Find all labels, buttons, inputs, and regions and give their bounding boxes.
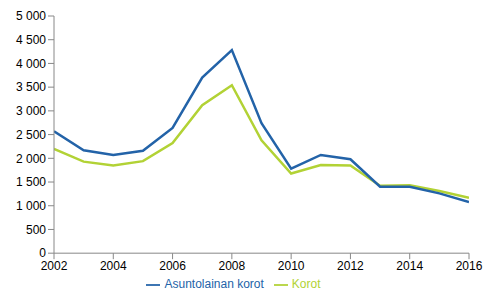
svg-text:5 000: 5 000 xyxy=(16,9,46,23)
svg-text:0: 0 xyxy=(39,246,46,260)
svg-text:2 000: 2 000 xyxy=(16,152,46,166)
svg-text:2010: 2010 xyxy=(278,259,305,273)
svg-text:3 500: 3 500 xyxy=(16,80,46,94)
svg-text:2 500: 2 500 xyxy=(16,128,46,142)
svg-text:2006: 2006 xyxy=(159,259,186,273)
svg-text:2012: 2012 xyxy=(337,259,364,273)
svg-text:2014: 2014 xyxy=(396,259,423,273)
html-text:Asuntolainan korot: Asuntolainan korot xyxy=(164,277,264,292)
html-text:Korot: Korot xyxy=(291,277,321,292)
svg-text:4 500: 4 500 xyxy=(16,33,46,47)
svg-text:1 000: 1 000 xyxy=(16,199,46,213)
svg-text:2002: 2002 xyxy=(41,259,68,273)
svg-text:2016: 2016 xyxy=(456,259,483,273)
svg-text:2004: 2004 xyxy=(100,259,127,273)
svg-text:3 000: 3 000 xyxy=(16,104,46,118)
svg-text:500: 500 xyxy=(26,223,46,237)
svg-text:2008: 2008 xyxy=(219,259,246,273)
svg-text:1 500: 1 500 xyxy=(16,175,46,189)
svg-text:4 000: 4 000 xyxy=(16,57,46,71)
